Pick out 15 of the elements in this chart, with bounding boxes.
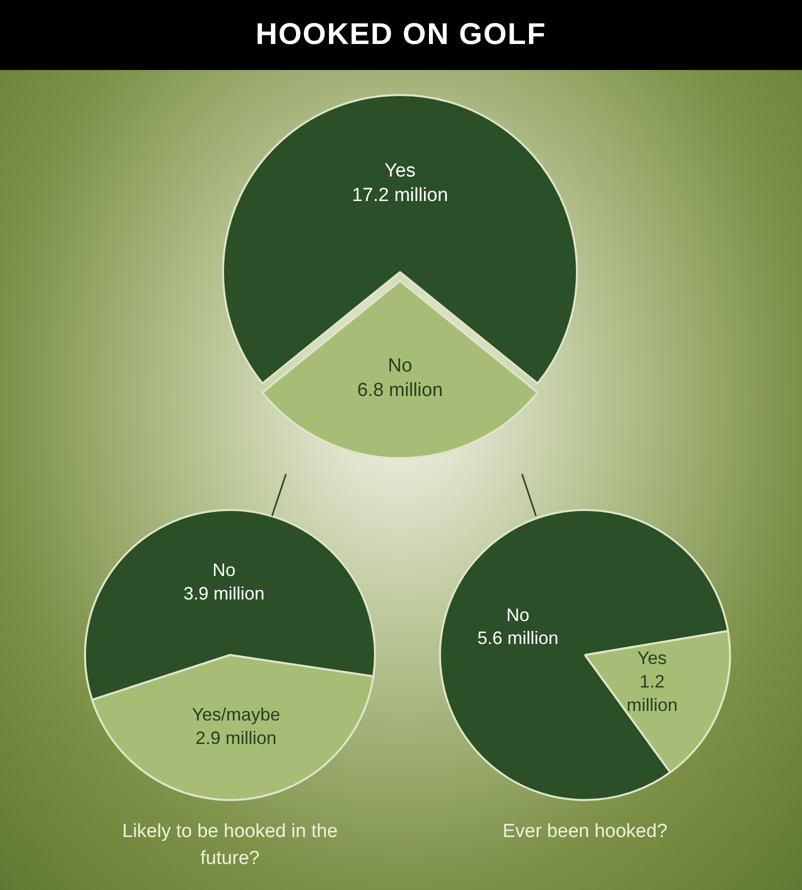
data-label: 5.6 million bbox=[477, 628, 558, 648]
text: Likely to be hooked in the future? bbox=[121, 820, 339, 871]
slice-label: Yes bbox=[637, 648, 667, 668]
chart-title: HOOKED ON GOLF bbox=[0, 0, 802, 70]
data-label: 3.9 million bbox=[183, 583, 264, 604]
data-label: 1.2 million bbox=[626, 671, 678, 715]
slice-label: No bbox=[212, 560, 236, 580]
slice-label: Yes bbox=[384, 160, 416, 182]
slice-label: No bbox=[506, 604, 530, 625]
data-label: 6.8 million bbox=[357, 380, 443, 402]
slice-label: Yes/maybe bbox=[192, 704, 280, 725]
data-label: 2.9 million bbox=[196, 728, 277, 748]
text: Ever been hooked? bbox=[502, 820, 668, 844]
data-label: 17.2 million bbox=[352, 185, 448, 206]
slice-label: No bbox=[388, 355, 412, 376]
